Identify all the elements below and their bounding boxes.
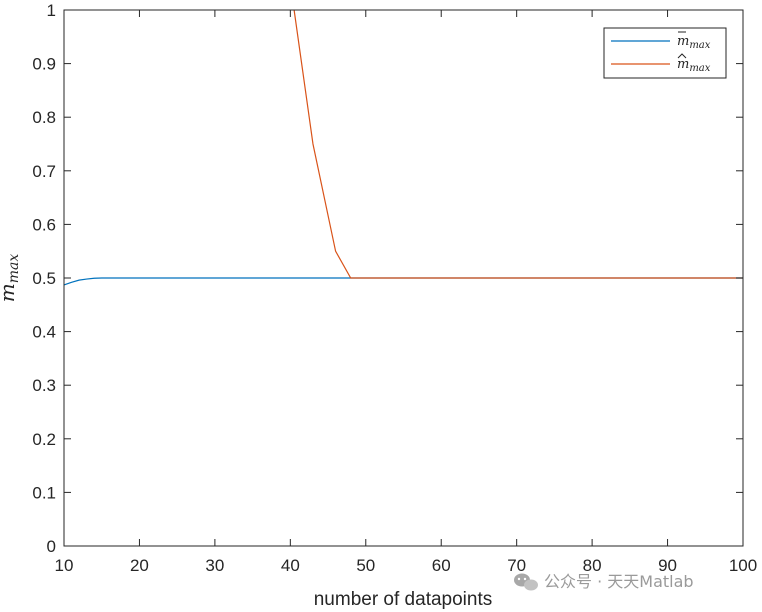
- y-axis-title: mmax: [0, 254, 22, 303]
- x-tick-label: 20: [130, 556, 149, 575]
- y-tick-label: 0.1: [32, 483, 56, 502]
- y-tick-label: 0: [47, 537, 56, 556]
- legend: mmax mmax: [603, 27, 727, 79]
- watermark: 公众号 · 天天Matlab: [514, 572, 694, 591]
- x-tick-label: 50: [356, 556, 375, 575]
- y-tick-label: 0.4: [32, 323, 56, 342]
- x-axis: 10 20 30 40 50 60 70 80 90 100: [55, 10, 757, 575]
- y-axis-title-main: m: [0, 283, 19, 302]
- series-line-1: [63, 277, 743, 286]
- watermark-text: 公众号 · 天天Matlab: [544, 572, 694, 591]
- x-tick-label: 10: [55, 556, 74, 575]
- x-tick-label: 100: [729, 556, 757, 575]
- legend-box: [603, 27, 727, 79]
- x-tick-label: 60: [432, 556, 451, 575]
- legend-label-series-2-subscript: max: [689, 63, 710, 74]
- y-tick-label: 0.2: [32, 430, 56, 449]
- y-axis-title-subscript: max: [6, 254, 22, 284]
- series-layer: [63, 9, 743, 286]
- legend-label-series-2: mmax: [677, 57, 711, 74]
- legend-label-series-2-main: m: [677, 57, 689, 72]
- x-tick-label: 80: [583, 556, 602, 575]
- legend-label-series-1-subscript: max: [689, 40, 710, 51]
- y-tick-label: 0.7: [32, 162, 56, 181]
- x-tick-label: 90: [658, 556, 677, 575]
- x-tick-label: 40: [281, 556, 300, 575]
- y-tick-label: 1: [47, 1, 56, 20]
- series-line-2: [293, 9, 743, 279]
- y-tick-label: 0.6: [32, 215, 56, 234]
- y-axis: 0 0.1 0.2 0.3 0.4 0.5 0.6 0.7 0.8 0.9 1: [32, 1, 743, 556]
- y-tick-label: 0.8: [32, 108, 56, 127]
- y-tick-label: 0.3: [32, 376, 56, 395]
- y-tick-label: 0.9: [32, 55, 56, 74]
- x-tick-label: 70: [507, 556, 526, 575]
- wechat-icon: [514, 573, 538, 591]
- legend-label-series-2-hat-accent: [677, 53, 687, 59]
- legend-label-series-1: mmax: [677, 34, 711, 51]
- y-tick-label: 0.5: [32, 269, 56, 288]
- x-axis-title: number of datapoints: [314, 589, 493, 610]
- legend-label-series-1-main: m: [677, 34, 689, 49]
- x-tick-label: 30: [205, 556, 224, 575]
